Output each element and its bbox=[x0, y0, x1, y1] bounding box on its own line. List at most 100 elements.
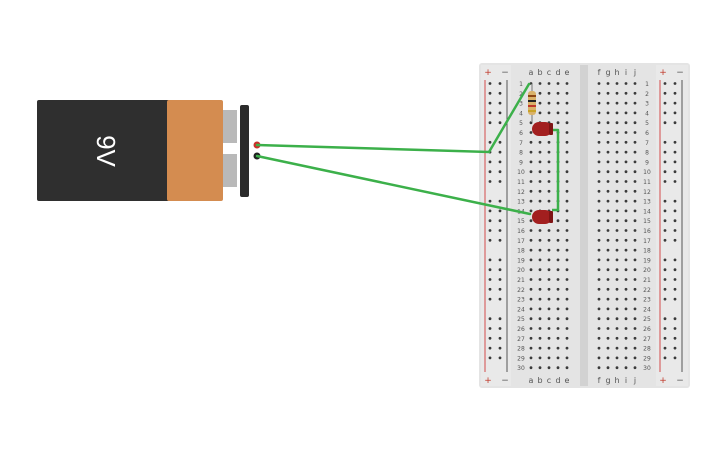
rail-hole[interactable] bbox=[663, 209, 667, 213]
breadboard-hole[interactable] bbox=[556, 238, 560, 242]
breadboard-hole[interactable] bbox=[615, 238, 619, 242]
breadboard-hole[interactable] bbox=[538, 336, 542, 340]
breadboard-hole[interactable] bbox=[538, 327, 542, 330]
rail-hole[interactable] bbox=[663, 170, 667, 174]
breadboard-hole[interactable] bbox=[547, 229, 551, 232]
rail-hole[interactable] bbox=[498, 199, 502, 203]
breadboard-hole[interactable] bbox=[633, 209, 637, 213]
rail-hole[interactable] bbox=[663, 346, 667, 350]
rail-hole[interactable] bbox=[488, 356, 492, 360]
rail-hole[interactable] bbox=[488, 346, 492, 350]
breadboard-hole[interactable] bbox=[633, 199, 637, 203]
breadboard-hole[interactable] bbox=[565, 297, 569, 301]
breadboard-hole[interactable] bbox=[547, 180, 551, 183]
rail-hole[interactable] bbox=[673, 209, 677, 213]
breadboard-hole[interactable] bbox=[624, 268, 628, 272]
breadboard-hole[interactable] bbox=[624, 229, 628, 232]
rail-hole[interactable] bbox=[498, 160, 502, 164]
breadboard-hole[interactable] bbox=[538, 307, 542, 311]
breadboard-hole[interactable] bbox=[547, 278, 551, 281]
breadboard-hole[interactable] bbox=[556, 327, 560, 330]
breadboard-hole[interactable] bbox=[565, 189, 569, 193]
breadboard-hole[interactable] bbox=[615, 91, 619, 95]
rail-hole[interactable] bbox=[663, 268, 667, 272]
rail-hole[interactable] bbox=[673, 287, 677, 291]
rail-hole[interactable] bbox=[663, 111, 667, 115]
rail-hole[interactable] bbox=[498, 297, 502, 301]
breadboard-hole[interactable] bbox=[547, 160, 551, 164]
breadboard-hole[interactable] bbox=[615, 317, 619, 321]
breadboard-hole[interactable] bbox=[538, 268, 542, 272]
breadboard-hole[interactable] bbox=[624, 160, 628, 164]
rail-hole[interactable] bbox=[663, 258, 667, 262]
breadboard-hole[interactable] bbox=[529, 258, 533, 262]
breadboard-hole[interactable] bbox=[606, 140, 610, 144]
breadboard-hole[interactable] bbox=[565, 327, 569, 330]
rail-hole[interactable] bbox=[663, 229, 667, 232]
rail-hole[interactable] bbox=[663, 327, 667, 330]
rail-hole[interactable] bbox=[488, 297, 492, 301]
breadboard-hole[interactable] bbox=[624, 317, 628, 321]
rail-hole[interactable] bbox=[488, 278, 492, 281]
rail-hole[interactable] bbox=[673, 101, 677, 105]
breadboard-hole[interactable] bbox=[606, 180, 610, 183]
breadboard-hole[interactable] bbox=[615, 111, 619, 115]
breadboard-hole[interactable] bbox=[606, 238, 610, 242]
breadboard-hole[interactable] bbox=[556, 219, 560, 223]
rail-hole[interactable] bbox=[488, 238, 492, 242]
breadboard-hole[interactable] bbox=[624, 82, 628, 85]
breadboard-hole[interactable] bbox=[633, 317, 637, 321]
breadboard-hole[interactable] bbox=[624, 180, 628, 183]
breadboard-hole[interactable] bbox=[615, 189, 619, 193]
rail-hole[interactable] bbox=[663, 121, 667, 125]
breadboard-hole[interactable] bbox=[547, 287, 551, 291]
breadboard-hole[interactable] bbox=[597, 101, 601, 105]
breadboard-hole[interactable] bbox=[565, 170, 569, 174]
breadboard-hole[interactable] bbox=[538, 258, 542, 262]
breadboard-hole[interactable] bbox=[538, 82, 542, 85]
breadboard-hole[interactable] bbox=[529, 268, 533, 272]
breadboard-hole[interactable] bbox=[606, 356, 610, 360]
breadboard-hole[interactable] bbox=[547, 82, 551, 85]
breadboard-hole[interactable] bbox=[529, 336, 533, 340]
breadboard-hole[interactable] bbox=[565, 356, 569, 360]
breadboard-hole[interactable] bbox=[606, 327, 610, 330]
breadboard-hole[interactable] bbox=[624, 131, 628, 134]
rail-hole[interactable] bbox=[498, 268, 502, 272]
breadboard-hole[interactable] bbox=[606, 131, 610, 134]
breadboard-hole[interactable] bbox=[556, 307, 560, 311]
rail-hole[interactable] bbox=[498, 287, 502, 291]
rail-hole[interactable] bbox=[498, 111, 502, 115]
rail-hole[interactable] bbox=[498, 346, 502, 350]
rail-hole[interactable] bbox=[488, 229, 492, 232]
breadboard-hole[interactable] bbox=[633, 278, 637, 281]
breadboard-hole[interactable] bbox=[538, 238, 542, 242]
breadboard-hole[interactable] bbox=[547, 170, 551, 174]
breadboard-hole[interactable] bbox=[565, 366, 569, 370]
led-2[interactable] bbox=[532, 210, 553, 224]
breadboard-hole[interactable] bbox=[597, 150, 601, 154]
breadboard-hole[interactable] bbox=[538, 287, 542, 291]
breadboard-hole[interactable] bbox=[565, 219, 569, 223]
breadboard-hole[interactable] bbox=[529, 297, 533, 301]
breadboard-hole[interactable] bbox=[624, 278, 628, 281]
rail-hole[interactable] bbox=[488, 121, 492, 125]
breadboard-hole[interactable] bbox=[597, 238, 601, 242]
rail-hole[interactable] bbox=[498, 238, 502, 242]
rail-hole[interactable] bbox=[663, 317, 667, 321]
breadboard-hole[interactable] bbox=[538, 150, 542, 154]
breadboard-hole[interactable] bbox=[565, 180, 569, 183]
breadboard-hole[interactable] bbox=[529, 160, 533, 164]
breadboard-hole[interactable] bbox=[597, 317, 601, 321]
breadboard-hole[interactable] bbox=[633, 180, 637, 183]
breadboard-hole[interactable] bbox=[633, 160, 637, 164]
breadboard-hole[interactable] bbox=[624, 248, 628, 252]
rail-hole[interactable] bbox=[498, 258, 502, 262]
breadboard-hole[interactable] bbox=[615, 82, 619, 85]
breadboard-hole[interactable] bbox=[624, 366, 628, 370]
breadboard-hole[interactable] bbox=[597, 189, 601, 193]
breadboard-hole[interactable] bbox=[597, 346, 601, 350]
rail-hole[interactable] bbox=[673, 160, 677, 164]
rail-hole[interactable] bbox=[663, 336, 667, 340]
